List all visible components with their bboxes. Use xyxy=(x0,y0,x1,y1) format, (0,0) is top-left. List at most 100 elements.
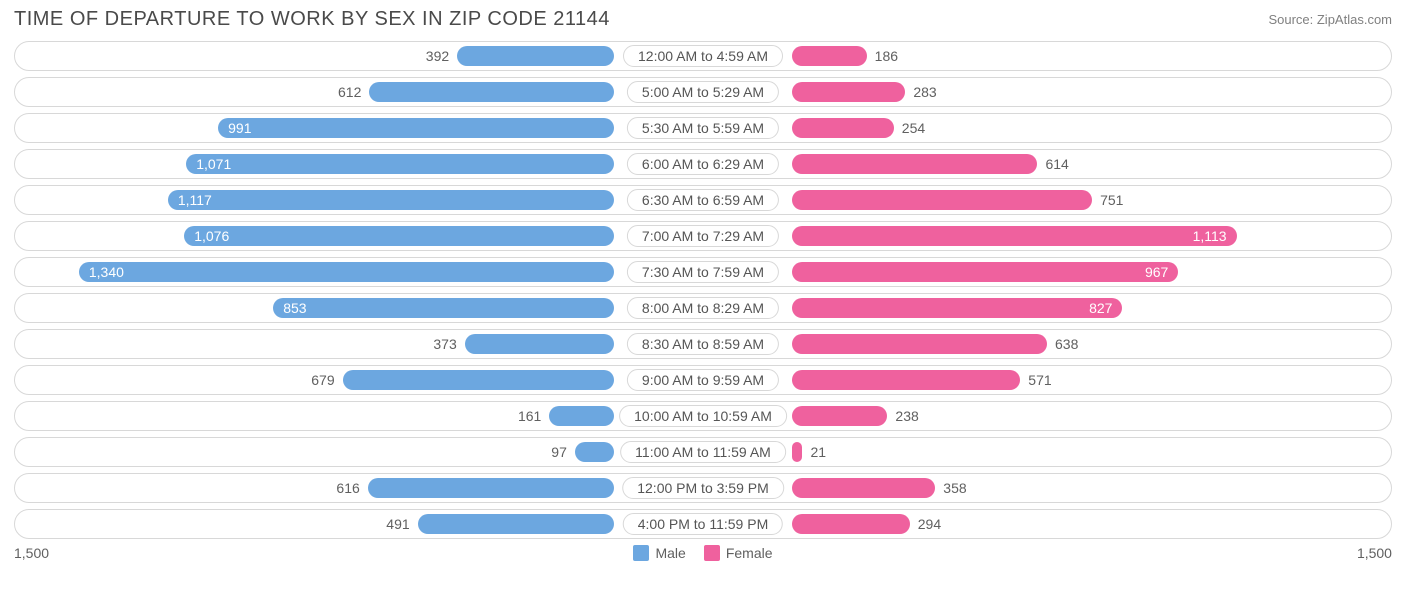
male-bar xyxy=(418,514,614,534)
female-bar xyxy=(792,514,909,534)
male-half: 679 xyxy=(15,366,703,394)
legend-label-female: Female xyxy=(726,545,773,561)
category-label: 5:00 AM to 5:29 AM xyxy=(627,81,779,103)
male-value: 491 xyxy=(378,516,417,532)
female-half: 827 xyxy=(703,294,1391,322)
female-value: 358 xyxy=(935,480,974,496)
chart-row: 1,071 614 6:00 AM to 6:29 AM xyxy=(14,149,1392,179)
male-half: 612 xyxy=(15,78,703,106)
axis-right-max: 1,500 xyxy=(1357,545,1392,561)
female-half: 614 xyxy=(703,150,1391,178)
category-label: 6:00 AM to 6:29 AM xyxy=(627,153,779,175)
male-bar: 991 xyxy=(218,118,613,138)
legend-label-male: Male xyxy=(655,545,685,561)
female-bar xyxy=(792,406,887,426)
male-half: 991 xyxy=(15,114,703,142)
category-label: 11:00 AM to 11:59 AM xyxy=(620,441,786,463)
male-half: 392 xyxy=(15,42,703,70)
male-bar: 853 xyxy=(273,298,613,318)
female-value: 21 xyxy=(802,444,834,460)
male-half: 1,071 xyxy=(15,150,703,178)
category-label: 6:30 AM to 6:59 AM xyxy=(627,189,779,211)
male-bar: 1,076 xyxy=(184,226,613,246)
chart-row: 373 638 8:30 AM to 8:59 AM xyxy=(14,329,1392,359)
male-value: 616 xyxy=(328,480,367,496)
male-bar xyxy=(368,478,614,498)
chart-footer: 1,500 Male Female 1,500 xyxy=(14,545,1392,561)
male-bar xyxy=(369,82,613,102)
chart-row: 161 238 10:00 AM to 10:59 AM xyxy=(14,401,1392,431)
female-bar xyxy=(792,190,1092,210)
female-value: 294 xyxy=(910,516,949,532)
female-value: 254 xyxy=(894,120,933,136)
diverging-bar-chart: 392 186 12:00 AM to 4:59 AM 612 283 5:00 AM t… xyxy=(14,41,1392,539)
female-bar xyxy=(792,478,935,498)
chart-row: 1,0761,1137:00 AM to 7:29 AM xyxy=(14,221,1392,251)
female-half: 751 xyxy=(703,186,1391,214)
male-value: 373 xyxy=(425,336,464,352)
female-bar xyxy=(792,334,1047,354)
male-bar xyxy=(575,442,614,462)
legend-item-male: Male xyxy=(633,545,685,561)
male-bar: 1,071 xyxy=(186,154,613,174)
chart-row: 612 283 5:00 AM to 5:29 AM xyxy=(14,77,1392,107)
female-bar xyxy=(792,118,893,138)
male-value: 161 xyxy=(510,408,549,424)
chart-row: 679 571 9:00 AM to 9:59 AM xyxy=(14,365,1392,395)
female-value: 186 xyxy=(867,48,906,64)
female-half: 238 xyxy=(703,402,1391,430)
female-bar xyxy=(792,82,905,102)
male-value: 612 xyxy=(330,84,369,100)
male-half: 1,117 xyxy=(15,186,703,214)
female-half: 638 xyxy=(703,330,1391,358)
male-half: 491 xyxy=(15,510,703,538)
chart-row: 853 827 8:00 AM to 8:29 AM xyxy=(14,293,1392,323)
chart-row: 1,117 751 6:30 AM to 6:59 AM xyxy=(14,185,1392,215)
category-label: 8:30 AM to 8:59 AM xyxy=(627,333,779,355)
chart-row: 491 294 4:00 PM to 11:59 PM xyxy=(14,509,1392,539)
female-half: 358 xyxy=(703,474,1391,502)
female-value: 571 xyxy=(1020,372,1059,388)
chart-row: 991 254 5:30 AM to 5:59 AM xyxy=(14,113,1392,143)
chart-header: TIME OF DEPARTURE TO WORK BY SEX IN ZIP … xyxy=(14,8,1392,31)
category-label: 5:30 AM to 5:59 AM xyxy=(627,117,779,139)
category-label: 8:00 AM to 8:29 AM xyxy=(627,297,779,319)
female-half: 254 xyxy=(703,114,1391,142)
female-half: 1,113 xyxy=(703,222,1391,250)
male-bar xyxy=(457,46,613,66)
legend-swatch-female xyxy=(704,545,720,561)
female-value: 751 xyxy=(1092,192,1131,208)
male-value: 97 xyxy=(543,444,575,460)
female-bar: 827 xyxy=(792,298,1122,318)
female-value: 238 xyxy=(887,408,926,424)
chart-row: 97 21 11:00 AM to 11:59 AM xyxy=(14,437,1392,467)
chart-row: 616 358 12:00 PM to 3:59 PM xyxy=(14,473,1392,503)
male-value: 679 xyxy=(303,372,342,388)
axis-left-max: 1,500 xyxy=(14,545,49,561)
male-half: 616 xyxy=(15,474,703,502)
legend-swatch-male xyxy=(633,545,649,561)
chart-source: Source: ZipAtlas.com xyxy=(1268,12,1392,27)
female-half: 967 xyxy=(703,258,1391,286)
female-value: 283 xyxy=(905,84,944,100)
male-bar: 1,340 xyxy=(79,262,614,282)
category-label: 12:00 AM to 4:59 AM xyxy=(623,45,783,67)
category-label: 4:00 PM to 11:59 PM xyxy=(623,513,783,535)
legend-item-female: Female xyxy=(704,545,773,561)
category-label: 9:00 AM to 9:59 AM xyxy=(627,369,779,391)
category-label: 7:30 AM to 7:59 AM xyxy=(627,261,779,283)
category-label: 10:00 AM to 10:59 AM xyxy=(619,405,787,427)
female-bar: 967 xyxy=(792,262,1178,282)
female-value: 614 xyxy=(1037,156,1076,172)
category-label: 12:00 PM to 3:59 PM xyxy=(622,477,784,499)
male-half: 373 xyxy=(15,330,703,358)
female-value: 638 xyxy=(1047,336,1086,352)
female-bar xyxy=(792,370,1020,390)
female-bar xyxy=(792,442,802,462)
chart-title: TIME OF DEPARTURE TO WORK BY SEX IN ZIP … xyxy=(14,8,610,31)
male-bar: 1,117 xyxy=(168,190,614,210)
female-half: 571 xyxy=(703,366,1391,394)
male-half: 97 xyxy=(15,438,703,466)
male-half: 1,340 xyxy=(15,258,703,286)
female-half: 294 xyxy=(703,510,1391,538)
